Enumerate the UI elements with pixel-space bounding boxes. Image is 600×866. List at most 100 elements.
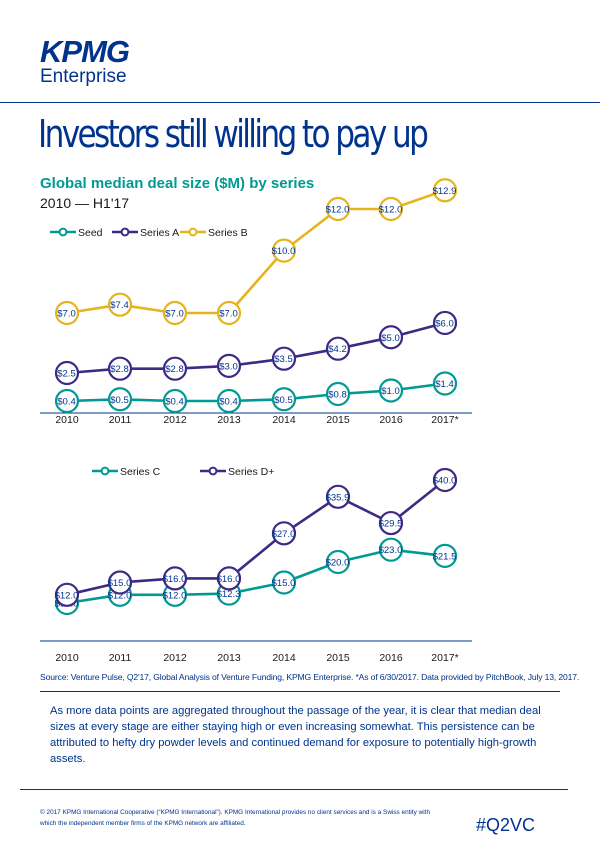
- data-label-series-a-2: $2.8: [165, 364, 184, 375]
- point-series-d-6: [378, 510, 404, 536]
- point-series-c-4: [271, 570, 297, 595]
- x-tick-label: 2012: [163, 414, 187, 426]
- point-seed-3: [216, 388, 242, 414]
- data-label-series-b-6: $12.0: [379, 205, 403, 216]
- data-label-series-b-0: $7.0: [57, 309, 76, 320]
- point-series-d-4: [271, 521, 297, 546]
- legend-label-series-a: Series A: [140, 227, 179, 239]
- point-series-c-6: [378, 537, 404, 562]
- data-label-seed-4: $0.5: [274, 395, 293, 406]
- data-label-series-d-5: $35.9: [326, 492, 350, 503]
- data-label-series-b-1: $7.4: [110, 300, 129, 311]
- data-label-series-d-3: $16.0: [217, 574, 241, 585]
- logo-enterprise-text: Enterprise: [40, 66, 127, 87]
- data-label-seed-2: $0.4: [165, 397, 184, 408]
- data-label-series-d-1: $15.0: [108, 578, 132, 589]
- point-series-b-0: [54, 300, 80, 326]
- legend-label-series-d: Series D+: [228, 466, 274, 478]
- point-series-a-7: [432, 310, 458, 336]
- x-tick-label: 2015: [326, 414, 350, 426]
- x-tick-label: 2015: [326, 652, 350, 664]
- data-label-seed-7: $1.4: [435, 379, 454, 390]
- data-label-seed-1: $0.5: [110, 395, 129, 406]
- legend-label-series-b: Series B: [208, 227, 248, 239]
- legend-marker-series-d: [208, 466, 218, 476]
- point-series-a-4: [271, 346, 297, 371]
- point-series-b-5: [325, 196, 351, 222]
- x-tick-label: 2012: [163, 652, 187, 664]
- legend-label-series-c: Series C: [120, 466, 161, 478]
- data-label-seed-3: $0.4: [219, 397, 238, 408]
- point-series-d-3: [216, 566, 242, 591]
- legend-marker-series-b: [188, 227, 198, 237]
- point-series-a-1: [107, 356, 133, 381]
- footer-rule: [20, 789, 568, 790]
- data-label-series-a-1: $2.8: [110, 364, 129, 375]
- point-series-b-6: [378, 196, 404, 222]
- source-note: Source: Venture Pulse, Q2'17, Global Ana…: [40, 672, 580, 682]
- x-tick-label: 2014: [272, 414, 296, 426]
- point-series-b-7: [432, 178, 458, 203]
- page-headline: Investors still willing to pay up: [38, 112, 429, 156]
- point-series-b-2: [162, 300, 188, 326]
- data-label-series-d-7: $40.0: [433, 476, 457, 487]
- data-label-series-d-2: $16.0: [163, 574, 187, 585]
- x-tick-label: 2013: [217, 414, 241, 426]
- header-rule: [0, 102, 600, 103]
- data-label-series-b-2: $7.0: [165, 309, 184, 320]
- body-paragraph: As more data points are aggregated throu…: [50, 705, 541, 765]
- data-label-seed-5: $0.8: [328, 390, 347, 401]
- footer-copyright: © 2017 KPMG International Cooperative (“…: [40, 809, 430, 827]
- data-label-series-c-6: $23.0: [379, 545, 403, 556]
- data-label-seed-0: $0.4: [57, 397, 76, 408]
- chart-period: 2010 — H1'17: [40, 195, 130, 211]
- data-label-series-c-5: $20.0: [326, 558, 350, 569]
- x-tick-label: 2010: [55, 652, 79, 664]
- data-label-series-d-0: $12.0: [55, 590, 79, 601]
- data-label-series-c-4: $15.0: [272, 578, 296, 589]
- hashtag: #Q2VC: [476, 815, 536, 835]
- point-series-a-6: [378, 325, 404, 350]
- point-series-a-2: [162, 356, 188, 381]
- data-label-series-a-4: $3.5: [274, 354, 293, 365]
- data-label-series-c-2: $12.0: [163, 590, 187, 601]
- point-series-d-0: [54, 582, 80, 607]
- x-tick-label: 2011: [109, 652, 132, 664]
- point-series-b-1: [107, 292, 133, 317]
- legend-marker-series-a: [120, 227, 130, 237]
- legend-label-seed: Seed: [78, 227, 103, 239]
- data-label-series-b-5: $12.0: [326, 205, 350, 216]
- source-divider: [40, 691, 560, 692]
- point-seed-6: [378, 378, 404, 403]
- data-label-series-d-6: $29.5: [379, 519, 403, 530]
- point-seed-4: [271, 387, 297, 412]
- data-label-series-a-5: $4.2: [328, 344, 347, 355]
- x-tick-label: 2014: [272, 652, 296, 664]
- point-series-c-5: [325, 549, 351, 575]
- data-label-series-a-3: $3.0: [219, 361, 238, 372]
- point-seed-2: [162, 388, 188, 414]
- legend-marker-seed: [58, 227, 68, 237]
- point-seed-0: [54, 388, 80, 414]
- data-label-series-b-7: $12.9: [433, 186, 457, 197]
- data-label-series-a-0: $2.5: [57, 369, 76, 380]
- data-label-series-c-7: $21.5: [433, 551, 457, 562]
- x-tick-label: 2017*: [431, 652, 458, 664]
- point-series-d-1: [107, 570, 133, 595]
- data-label-series-d-4: $27.0: [272, 529, 296, 540]
- legend-marker-series-c: [100, 466, 110, 476]
- x-tick-label: 2016: [379, 414, 403, 426]
- data-label-series-c-1: $12.0: [108, 590, 132, 601]
- x-tick-label: 2011: [109, 414, 132, 426]
- point-seed-5: [325, 381, 351, 407]
- point-seed-7: [432, 371, 458, 396]
- logo-kpmg-wordmark: KPMG: [40, 34, 130, 69]
- data-label-series-c-3: $12.3: [217, 589, 241, 600]
- point-series-a-0: [54, 360, 80, 386]
- data-label-series-a-6: $5.0: [381, 333, 400, 344]
- data-label-series-b-4: $10.0: [272, 246, 296, 257]
- point-series-d-7: [432, 467, 458, 493]
- kpmg-logo: KPMG Enterprise: [40, 34, 130, 88]
